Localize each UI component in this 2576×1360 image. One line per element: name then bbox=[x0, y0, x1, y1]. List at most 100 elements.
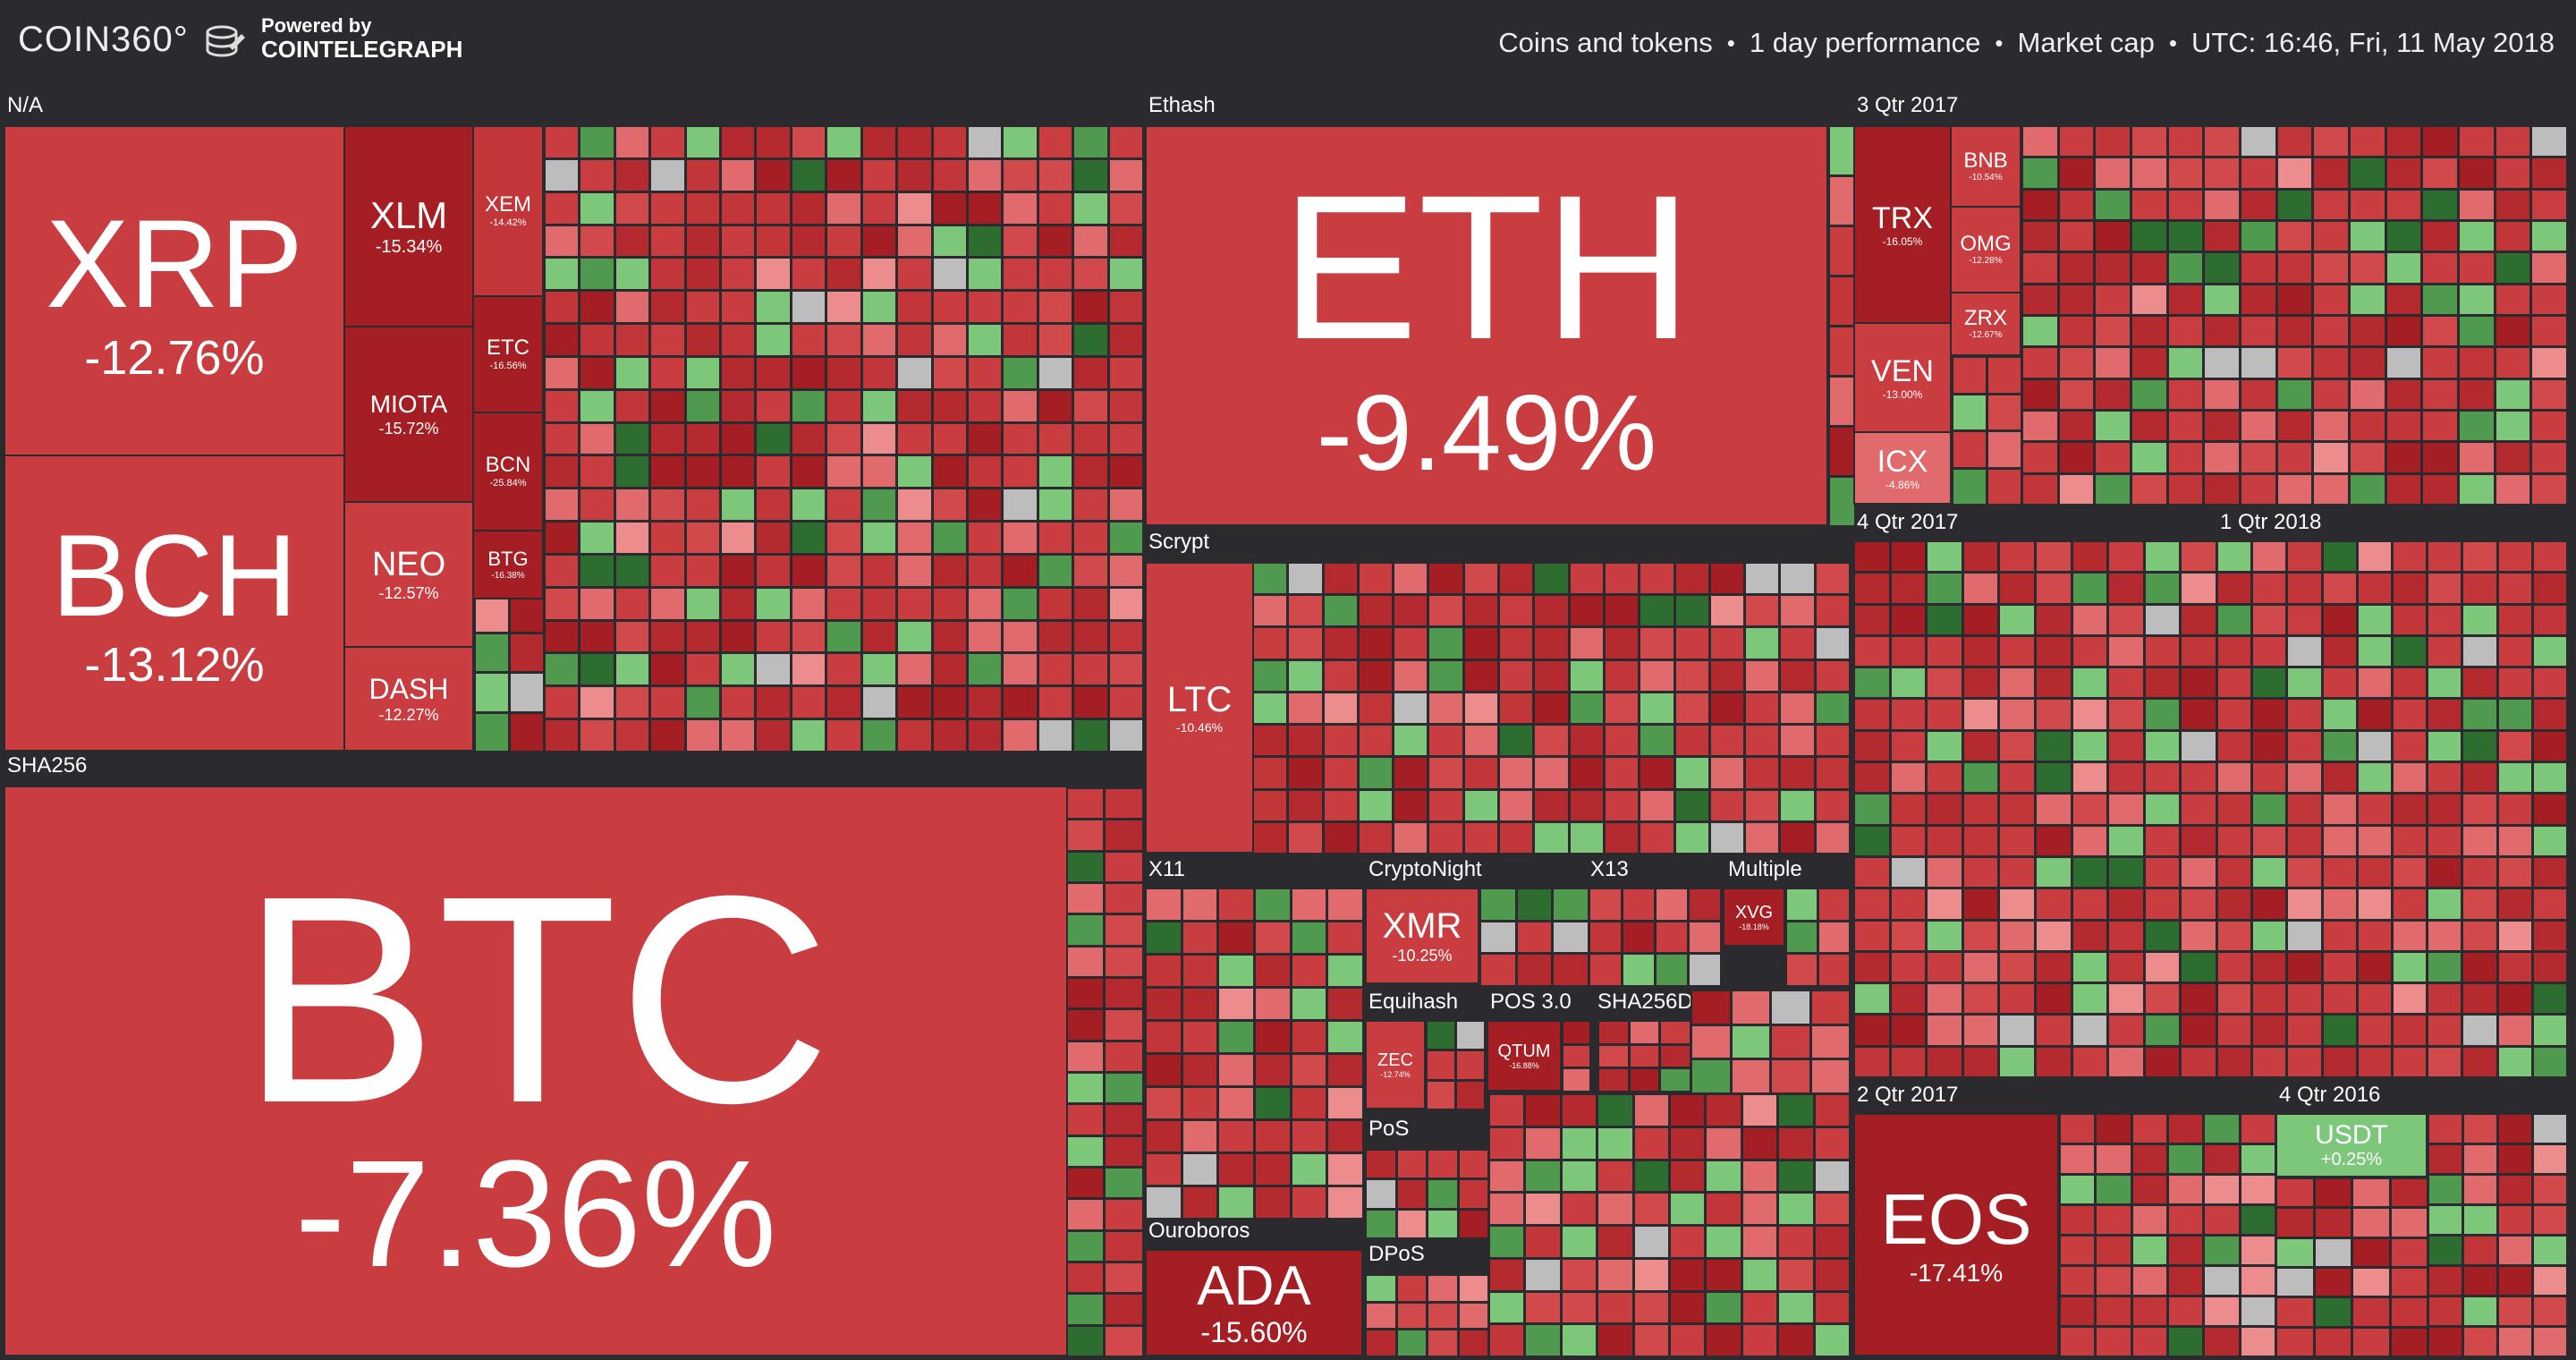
small-coin-tile[interactable] bbox=[1926, 540, 1963, 574]
small-coin-tile[interactable] bbox=[2349, 157, 2386, 190]
small-coin-tile[interactable] bbox=[1568, 724, 1605, 758]
small-coin-tile[interactable] bbox=[2286, 1045, 2323, 1078]
small-coin-tile[interactable] bbox=[1533, 691, 1570, 726]
small-coin-tile[interactable] bbox=[1072, 488, 1109, 523]
small-coin-tile[interactable] bbox=[2057, 410, 2096, 443]
small-coin-tile[interactable] bbox=[614, 652, 651, 687]
small-coin-tile[interactable] bbox=[1889, 919, 1928, 952]
small-coin-tile[interactable] bbox=[2494, 346, 2532, 379]
small-coin-tile[interactable] bbox=[2462, 982, 2498, 1016]
small-coin-tile[interactable] bbox=[2107, 824, 2145, 857]
small-coin-tile[interactable] bbox=[544, 157, 580, 192]
small-coin-tile[interactable] bbox=[2167, 1296, 2205, 1327]
small-coin-tile[interactable] bbox=[2251, 603, 2288, 636]
small-coin-tile[interactable] bbox=[1889, 634, 1928, 668]
small-coin-tile[interactable] bbox=[2427, 824, 2463, 857]
small-coin-tile[interactable] bbox=[1254, 888, 1292, 922]
small-coin-tile[interactable] bbox=[1322, 594, 1359, 628]
small-coin-tile[interactable] bbox=[2462, 1265, 2498, 1296]
small-coin-tile[interactable] bbox=[2203, 220, 2241, 253]
small-coin-tile[interactable] bbox=[2427, 603, 2463, 636]
small-coin-tile[interactable] bbox=[1002, 323, 1038, 357]
small-coin-tile[interactable] bbox=[1037, 157, 1074, 192]
small-coin-tile[interactable] bbox=[2021, 378, 2059, 411]
small-coin-tile[interactable] bbox=[755, 521, 792, 555]
small-coin-tile[interactable] bbox=[790, 652, 827, 687]
small-coin-tile[interactable] bbox=[1632, 1290, 1670, 1325]
small-coin-tile[interactable] bbox=[1357, 756, 1394, 790]
small-coin-tile[interactable] bbox=[1813, 1323, 1851, 1357]
small-coin-tile[interactable] bbox=[1357, 594, 1394, 628]
small-coin-tile[interactable] bbox=[2275, 251, 2314, 285]
small-coin-tile[interactable] bbox=[2275, 220, 2314, 253]
small-coin-tile[interactable] bbox=[2251, 919, 2288, 952]
small-coin-tile[interactable] bbox=[2286, 888, 2323, 921]
small-coin-tile[interactable] bbox=[1357, 820, 1394, 854]
small-coin-tile[interactable] bbox=[2275, 125, 2314, 158]
small-coin-tile[interactable] bbox=[2356, 572, 2393, 605]
small-coin-tile[interactable] bbox=[1889, 855, 1928, 889]
small-coin-tile[interactable] bbox=[2286, 729, 2323, 763]
small-coin-tile[interactable] bbox=[2458, 315, 2496, 348]
small-coin-tile[interactable] bbox=[2021, 157, 2059, 190]
small-coin-tile[interactable] bbox=[579, 718, 615, 752]
small-coin-tile[interactable] bbox=[2240, 188, 2277, 221]
small-coin-tile[interactable] bbox=[2385, 378, 2423, 411]
small-coin-tile[interactable] bbox=[1998, 793, 2036, 826]
small-coin-tile[interactable] bbox=[1533, 626, 1570, 660]
small-coin-tile[interactable] bbox=[1037, 718, 1074, 752]
small-coin-tile[interactable] bbox=[1777, 1126, 1815, 1160]
small-coin-tile[interactable] bbox=[2427, 1045, 2463, 1078]
small-coin-tile[interactable] bbox=[614, 586, 651, 621]
small-coin-tile[interactable] bbox=[896, 355, 933, 390]
small-coin-tile[interactable] bbox=[509, 632, 545, 673]
small-coin-tile[interactable] bbox=[2531, 634, 2568, 668]
small-coin-tile[interactable] bbox=[2356, 540, 2393, 574]
small-coin-tile[interactable] bbox=[1639, 788, 1675, 822]
small-coin-tile[interactable] bbox=[1568, 594, 1605, 628]
small-coin-tile[interactable] bbox=[2496, 824, 2533, 857]
small-coin-tile[interactable] bbox=[1628, 1020, 1661, 1045]
small-coin-tile[interactable] bbox=[2312, 188, 2350, 221]
small-coin-tile[interactable] bbox=[755, 718, 792, 752]
small-coin-tile[interactable] bbox=[1181, 921, 1219, 955]
small-coin-tile[interactable] bbox=[931, 521, 968, 555]
small-coin-tile[interactable] bbox=[1072, 125, 1109, 159]
small-coin-tile[interactable] bbox=[2035, 603, 2072, 636]
small-coin-tile[interactable] bbox=[2239, 1235, 2276, 1266]
small-coin-tile[interactable] bbox=[2251, 667, 2288, 700]
small-coin-tile[interactable] bbox=[2312, 472, 2350, 506]
small-coin-tile[interactable] bbox=[1987, 356, 2022, 395]
small-coin-tile[interactable] bbox=[1708, 788, 1746, 822]
small-coin-tile[interactable] bbox=[1926, 824, 1963, 857]
small-coin-tile[interactable] bbox=[2275, 410, 2314, 443]
small-coin-tile[interactable] bbox=[2275, 157, 2314, 190]
filter-coin-type[interactable]: Coins and tokens bbox=[1498, 27, 1713, 58]
small-coin-tile[interactable] bbox=[544, 224, 580, 259]
small-coin-tile[interactable] bbox=[1853, 855, 1891, 889]
small-coin-tile[interactable] bbox=[2059, 1235, 2097, 1266]
small-coin-tile[interactable] bbox=[649, 718, 686, 752]
small-coin-tile[interactable] bbox=[2071, 572, 2109, 605]
small-coin-tile[interactable] bbox=[2312, 251, 2350, 285]
small-coin-tile[interactable] bbox=[649, 619, 686, 654]
small-coin-tile[interactable] bbox=[2321, 919, 2358, 952]
small-coin-tile[interactable] bbox=[860, 257, 898, 292]
small-coin-tile[interactable] bbox=[1326, 921, 1364, 955]
small-coin-tile[interactable] bbox=[1254, 1053, 1292, 1087]
small-coin-tile[interactable] bbox=[2035, 855, 2072, 889]
small-coin-tile[interactable] bbox=[579, 455, 615, 489]
small-coin-tile[interactable] bbox=[1962, 603, 2000, 636]
small-coin-tile[interactable] bbox=[2095, 1113, 2132, 1144]
small-coin-tile[interactable] bbox=[2497, 1204, 2533, 1236]
small-coin-tile[interactable] bbox=[1639, 659, 1675, 693]
small-coin-tile[interactable] bbox=[720, 191, 757, 225]
small-coin-tile[interactable] bbox=[2107, 761, 2145, 795]
small-coin-tile[interactable] bbox=[1107, 685, 1144, 720]
small-coin-tile[interactable] bbox=[2059, 1265, 2097, 1296]
small-coin-tile[interactable] bbox=[1708, 594, 1746, 628]
small-coin-tile[interactable] bbox=[2095, 1174, 2132, 1205]
small-coin-tile[interactable] bbox=[1568, 691, 1605, 726]
small-coin-tile[interactable] bbox=[2251, 540, 2288, 574]
small-coin-tile[interactable] bbox=[544, 521, 580, 555]
